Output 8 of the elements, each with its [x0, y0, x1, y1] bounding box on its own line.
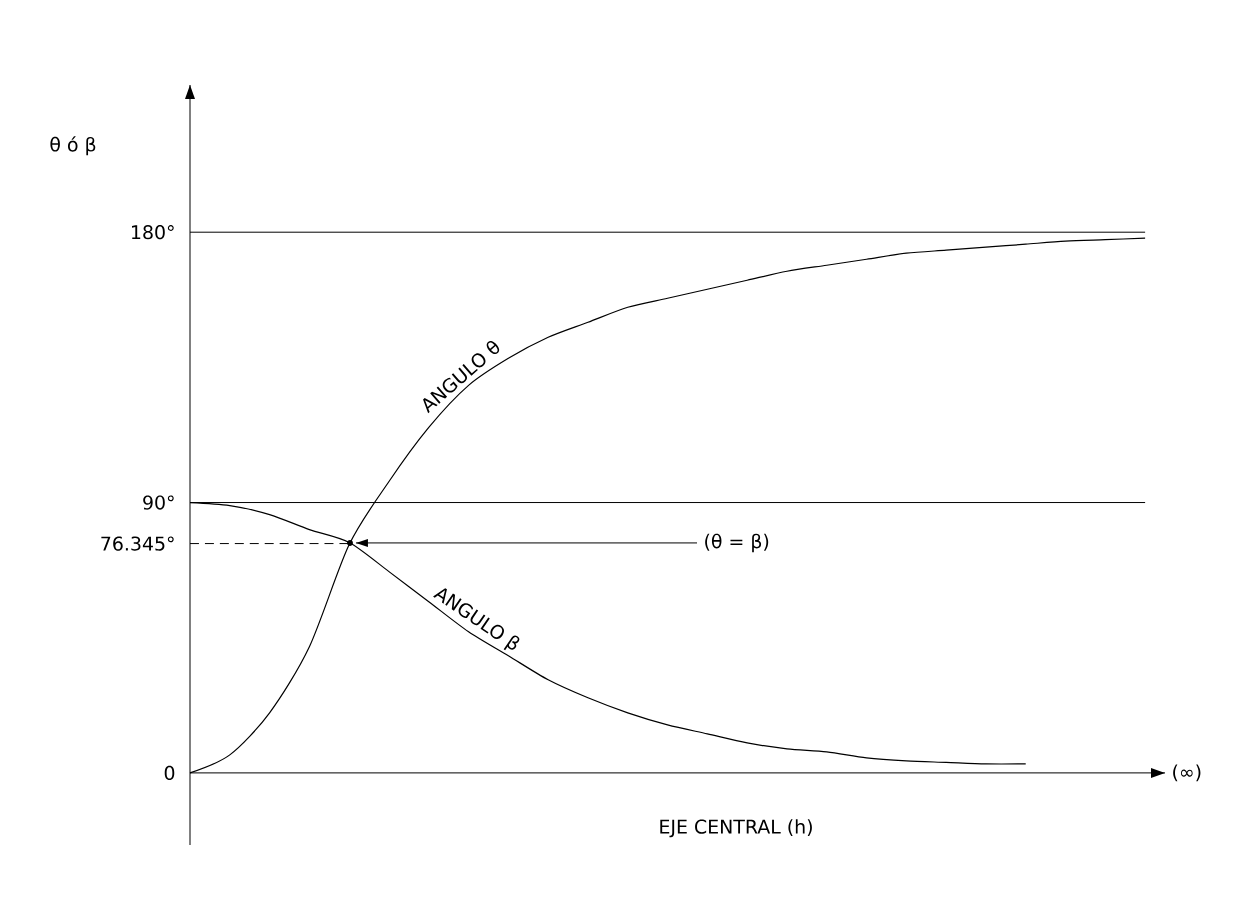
y-tick-label: 180° [132, 225, 174, 240]
text: (∞) [1173, 764, 1201, 782]
x-axis-title: EJE CENTRAL (h) [660, 819, 812, 838]
y-tick-label: 90° [143, 495, 174, 510]
y-tick-label: 76.345° [101, 536, 174, 551]
y-tick-label: 0 [164, 765, 175, 781]
annotation: (θ = β) [705, 533, 769, 553]
y-axis-title: θ ó β [50, 136, 96, 156]
